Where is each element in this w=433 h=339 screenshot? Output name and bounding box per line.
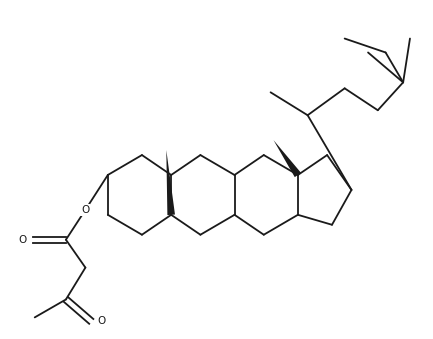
Text: O: O (18, 235, 26, 245)
Text: O: O (97, 316, 106, 326)
Text: O: O (81, 205, 90, 215)
Polygon shape (166, 150, 175, 215)
Polygon shape (274, 140, 301, 177)
